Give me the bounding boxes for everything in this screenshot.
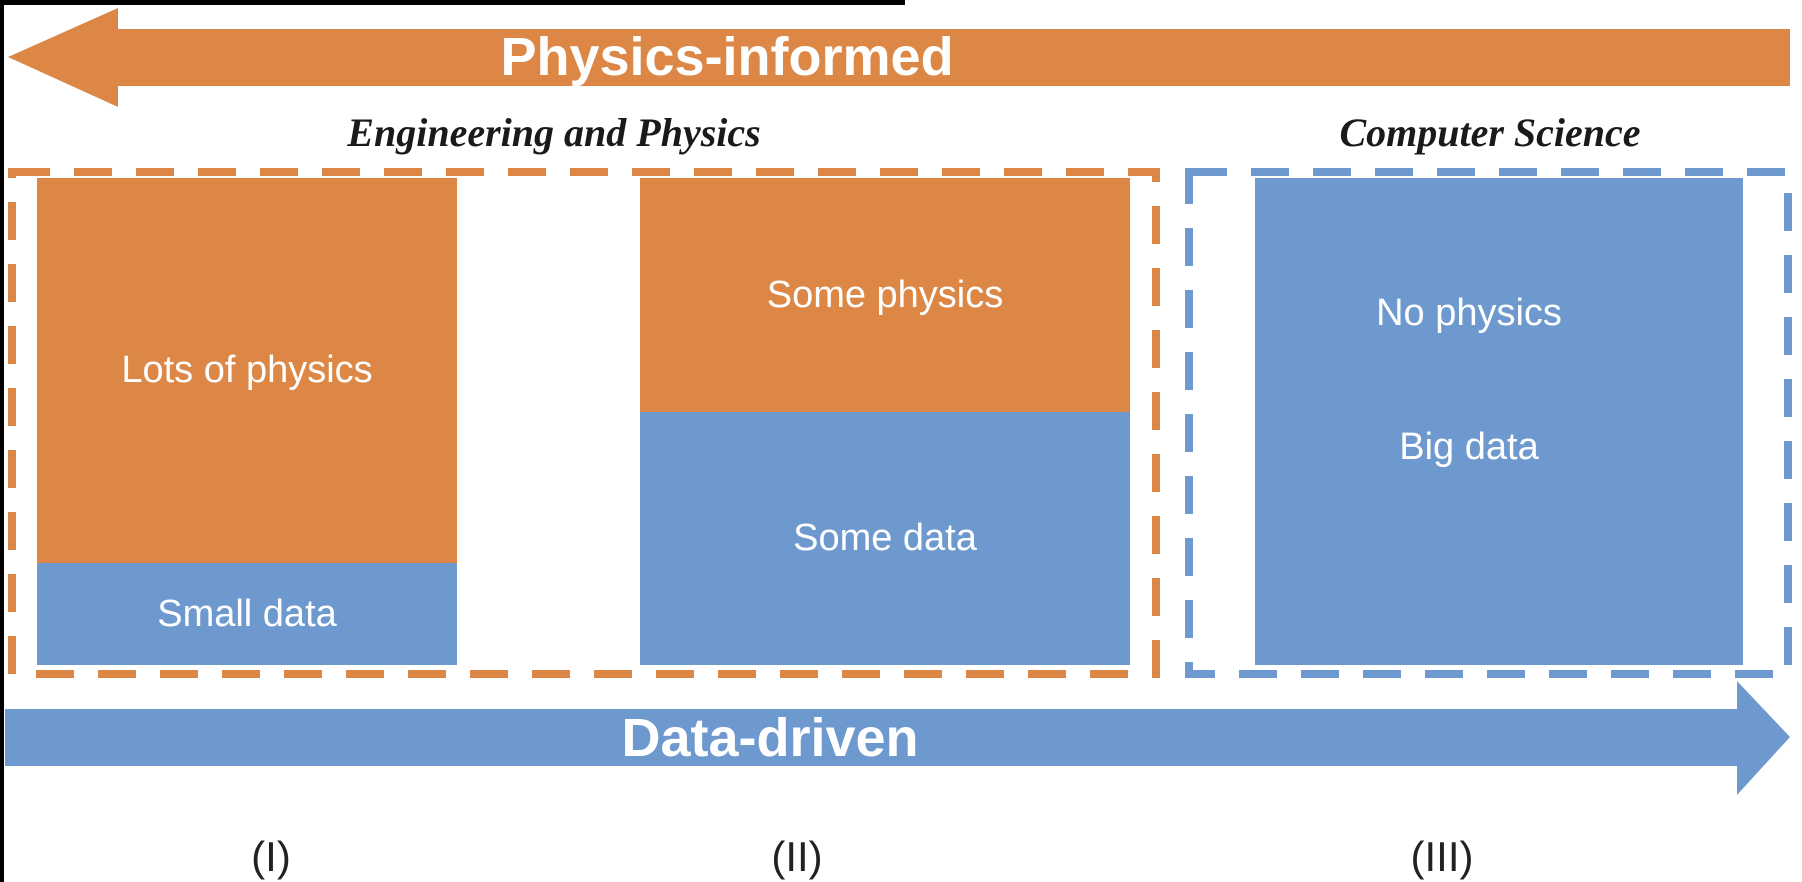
box-3: No physics Big data [1255, 178, 1743, 665]
box-3-data-label: Big data [1399, 426, 1539, 468]
box-1-physics-section: Lots of physics [37, 178, 457, 563]
engineering-physics-region-border [8, 168, 1160, 678]
box-1-index-label: (I) [251, 833, 291, 880]
box-1: Lots of physics Small data [37, 178, 457, 665]
box-3-index-label: (III) [1410, 833, 1474, 880]
computer-science-region-border [1185, 168, 1792, 678]
box-2-data-label: Some data [793, 517, 977, 560]
data-driven-arrow [5, 681, 1790, 795]
box-2-data-section: Some data [640, 411, 1130, 665]
physics-informed-arrow [8, 8, 1790, 107]
engineering-physics-region-title: Engineering and Physics [347, 110, 761, 155]
box-1-data-label: Small data [157, 592, 337, 635]
physics-informed-arrow-label: Physics-informed [500, 27, 954, 87]
box-2: Some physics Some data [640, 178, 1130, 665]
left-edge-strip [0, 0, 4, 882]
data-driven-arrow-label: Data-driven [621, 708, 919, 768]
box-3-physics-label: No physics [1376, 292, 1562, 334]
computer-science-region-title: Computer Science [1339, 110, 1641, 155]
top-edge-strip [0, 0, 905, 5]
box-2-physics-label: Some physics [766, 273, 1004, 316]
box-1-physics-label: Lots of physics [121, 349, 373, 392]
box-1-data-section: Small data [37, 562, 457, 665]
box-2-physics-section: Some physics [640, 178, 1130, 412]
box-2-index-label: (II) [771, 833, 823, 880]
